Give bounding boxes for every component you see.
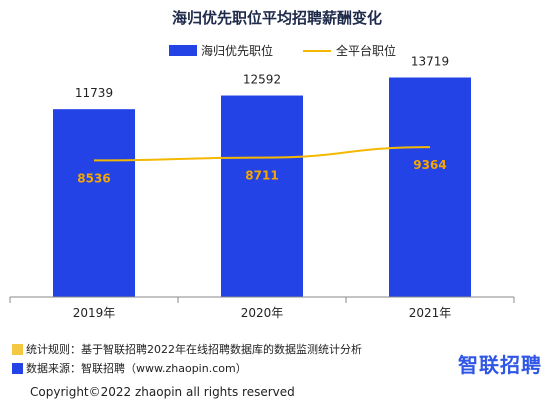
legend-label-line: 全平台职位 xyxy=(336,43,396,58)
x-tick-label-0: 2019年 xyxy=(73,306,116,320)
copyright: Copyright©2022 zhaopin all rights reserv… xyxy=(30,385,295,399)
line-label-2: 9364 xyxy=(413,158,446,172)
source-square-icon xyxy=(12,362,23,374)
chart: 海归优先职位平均招聘薪酬变化 海归优先职位 全平台职位 11739 2019年 12… xyxy=(9,9,515,320)
line-series-path xyxy=(93,146,431,162)
brand-logo: 智联招聘 xyxy=(458,353,542,377)
chart-title: 海归优先职位平均招聘薪酬变化 xyxy=(172,9,382,27)
line-label-1: 8711 xyxy=(245,169,278,183)
rule-text: 统计规则：基于智联招聘2022年在线招聘数据库的数据监测统计分析 xyxy=(26,343,362,356)
bar-label-1: 12592 xyxy=(243,73,281,87)
bar-1 xyxy=(221,95,303,297)
footer-rule: 统计规则：基于智联招聘2022年在线招聘数据库的数据监测统计分析 xyxy=(12,341,362,357)
bar-label-2: 13719 xyxy=(411,54,449,68)
x-tick-label-1: 2020年 xyxy=(241,306,284,320)
legend: 海归优先职位 全平台职位 xyxy=(169,43,396,58)
line-label-0: 8536 xyxy=(77,171,110,185)
legend-swatch-bar xyxy=(169,45,197,56)
x-tick-label-2: 2021年 xyxy=(409,306,452,320)
rule-square-icon xyxy=(12,343,23,355)
source-text: 数据来源：智联招聘（www.zhaopin.com） xyxy=(26,362,247,375)
bar-label-0: 11739 xyxy=(75,86,113,100)
footer-source: 数据来源：智联招聘（www.zhaopin.com） xyxy=(12,360,247,376)
bar-0 xyxy=(53,109,135,298)
bar-2 xyxy=(389,77,471,297)
plot-area: 11739 2019年 12592 2020年 13719 2021年 8536 8711 93… xyxy=(9,54,515,320)
legend-label-bar: 海归优先职位 xyxy=(201,43,273,58)
